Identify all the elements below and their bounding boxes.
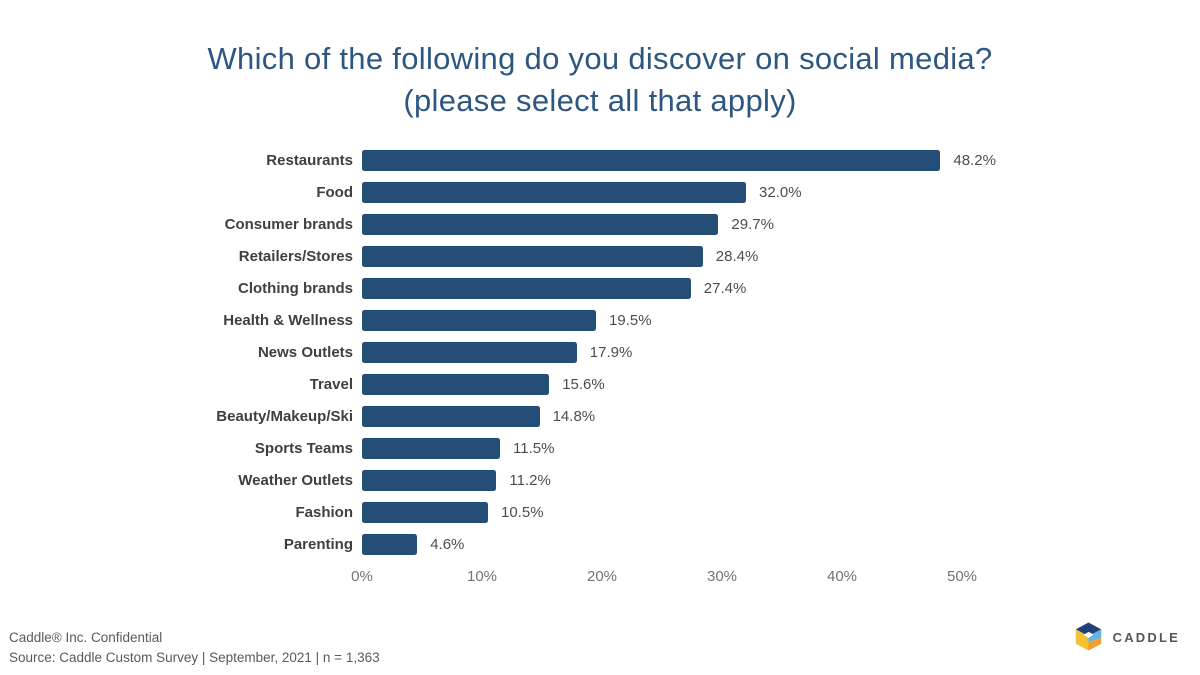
category-label: Consumer brands bbox=[224, 215, 353, 233]
value-label: 28.4% bbox=[715, 247, 759, 265]
value-label: 11.2% bbox=[509, 471, 551, 489]
value-label: 4.6% bbox=[430, 535, 465, 553]
x-axis: 0% 10% 20% 30% 40% 50% bbox=[351, 568, 1062, 588]
logo-face-right-upper bbox=[1088, 629, 1101, 643]
bar bbox=[362, 405, 540, 427]
category-label: Travel bbox=[309, 375, 353, 393]
bar-row: Parenting 4.6% bbox=[0, 528, 1200, 560]
value-label: 27.4% bbox=[703, 279, 747, 297]
category-label: Sports Teams bbox=[254, 439, 353, 457]
bar-chart: Restaurants 48.2% Food 32.0% Consumer brands… bbox=[0, 144, 1200, 585]
category-label: Retailers/Stores bbox=[238, 247, 353, 265]
category-label: Beauty/Makeup/Ski bbox=[216, 407, 353, 425]
confidential-note: Caddle® Inc. Confidential bbox=[9, 630, 163, 645]
category-label: News Outlets bbox=[257, 343, 353, 361]
logo-face-top bbox=[1075, 622, 1101, 637]
bar bbox=[362, 277, 691, 299]
x-tick-label: 10% bbox=[466, 568, 498, 585]
bar bbox=[362, 501, 488, 523]
chart-title-line2: (please select all that apply) bbox=[403, 82, 797, 118]
x-tick-label: 0% bbox=[351, 568, 373, 585]
value-label: 15.6% bbox=[562, 375, 605, 393]
bar bbox=[362, 309, 596, 331]
bar-row: Fashion 10.5% bbox=[0, 496, 1200, 528]
bar-row: Health & Wellness 19.5% bbox=[0, 304, 1200, 336]
value-label: 11.5% bbox=[513, 439, 555, 457]
category-label: Clothing brands bbox=[238, 279, 353, 297]
value-label: 17.9% bbox=[589, 343, 633, 361]
bar-row: Retailers/Stores 28.4% bbox=[0, 240, 1200, 272]
bar bbox=[362, 149, 941, 171]
bar bbox=[362, 213, 719, 235]
source-note: Source: Caddle Custom Survey | September… bbox=[9, 650, 380, 665]
bar-row: Consumer brands 29.7% bbox=[0, 208, 1200, 240]
value-label: 29.7% bbox=[731, 215, 774, 233]
category-label: Health & Wellness bbox=[223, 311, 353, 329]
bar bbox=[362, 341, 577, 363]
bar-row: Food 32.0% bbox=[0, 176, 1200, 208]
bar-rows: Restaurants 48.2% Food 32.0% Consumer brands… bbox=[0, 144, 1200, 560]
caddle-logo-text: CADDLE bbox=[1112, 629, 1180, 645]
bar-row: Clothing brands 27.4% bbox=[0, 272, 1200, 304]
chart-title-line1: Which of the following do you discover o… bbox=[207, 40, 993, 76]
bar-row: Weather Outlets 11.2% bbox=[0, 464, 1200, 496]
x-tick-label: 20% bbox=[586, 568, 618, 585]
caddle-logo-icon bbox=[1075, 622, 1101, 651]
value-label: 14.8% bbox=[552, 407, 596, 425]
footer: Caddle® Inc. Confidential Source: Caddle… bbox=[9, 628, 380, 668]
chart-title: Which of the following do you discover o… bbox=[0, 38, 1200, 122]
bar-row: Restaurants 48.2% bbox=[0, 144, 1200, 176]
bar-row: Travel 15.6% bbox=[0, 368, 1200, 400]
logo-face-right-lower bbox=[1088, 637, 1101, 651]
value-label: 48.2% bbox=[953, 151, 996, 169]
value-label: 10.5% bbox=[501, 503, 544, 521]
category-label: Fashion bbox=[295, 503, 353, 521]
bar bbox=[362, 469, 497, 491]
category-label: Weather Outlets bbox=[238, 471, 353, 489]
category-label: Food bbox=[316, 183, 353, 201]
caddle-logo: CADDLE bbox=[1073, 620, 1180, 654]
bar-row: News Outlets 17.9% bbox=[0, 336, 1200, 368]
bar-row: Sports Teams 11.5% bbox=[0, 432, 1200, 464]
x-tick-label: 50% bbox=[946, 568, 978, 585]
x-tick-label: 30% bbox=[706, 568, 738, 585]
x-tick-label: 40% bbox=[826, 568, 858, 585]
category-label: Parenting bbox=[283, 535, 353, 553]
bar bbox=[362, 437, 500, 459]
bar bbox=[362, 245, 703, 267]
bar bbox=[362, 181, 746, 203]
bar bbox=[362, 373, 550, 395]
value-label: 32.0% bbox=[759, 183, 802, 201]
value-label: 19.5% bbox=[609, 311, 652, 329]
category-label: Restaurants bbox=[266, 151, 353, 169]
bar-row: Beauty/Makeup/Ski 14.8% bbox=[0, 400, 1200, 432]
bar bbox=[362, 533, 418, 555]
